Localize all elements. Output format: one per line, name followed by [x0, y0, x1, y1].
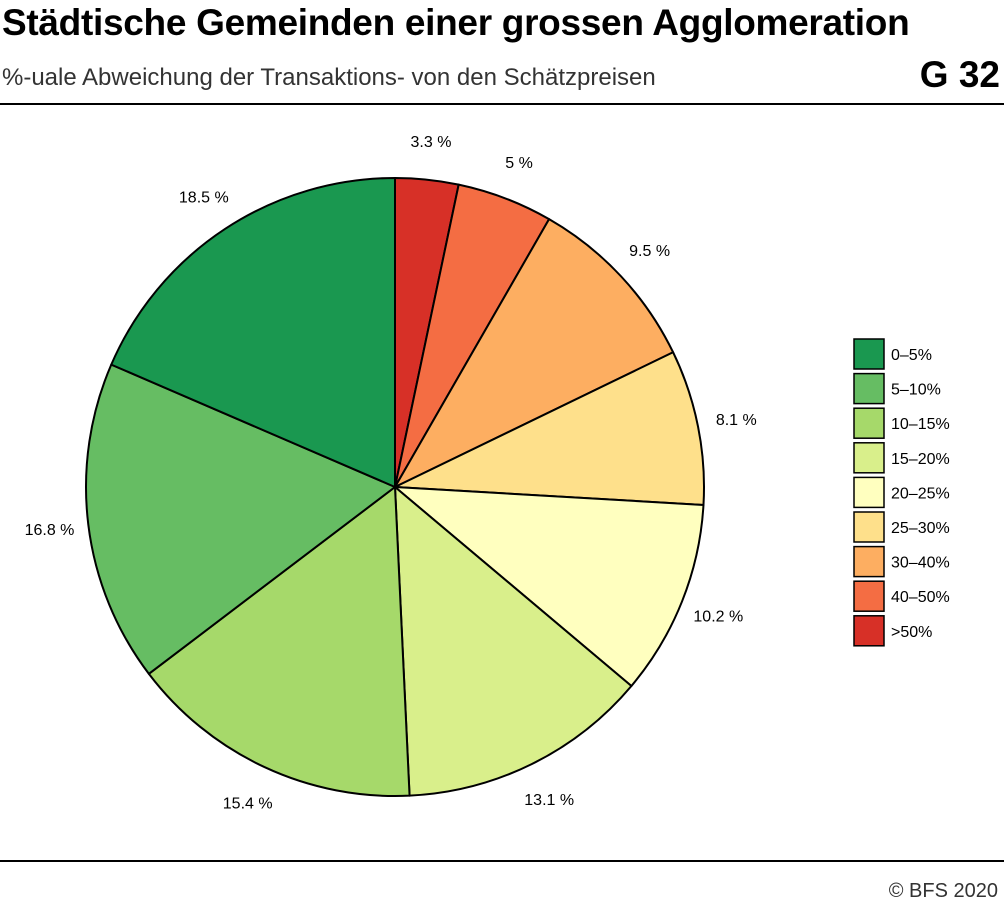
- slice-value-label-8: 18.5 %: [179, 189, 229, 206]
- legend-swatch-0: [853, 338, 885, 370]
- legend-label-0: 0–5%: [891, 347, 932, 364]
- slice-value-label-6: 15.4 %: [223, 795, 273, 812]
- pie-slice-3: [394, 351, 705, 506]
- slice-value-label-5: 13.1 %: [524, 792, 574, 809]
- legend-swatch-6: [853, 545, 885, 578]
- chart-id: G 32: [919, 54, 1000, 95]
- legend-swatch-7: [853, 580, 885, 612]
- slice-value-label-3: 8.1 %: [716, 412, 757, 429]
- pie-slice-5: [394, 486, 633, 797]
- slice-value-label-0: 3.3 %: [411, 134, 452, 151]
- legend-swatch-5: [853, 511, 885, 543]
- pie-slice-4: [394, 486, 705, 687]
- legend: 0–5% 5–10% 10–15% 15–20% 20–25% 25–30% 30–40% 4…: [853, 338, 950, 647]
- legend-swatch-4: [853, 476, 885, 509]
- legend-label-3: 15–20%: [891, 451, 950, 468]
- slice-value-label-1: 5 %: [505, 155, 533, 172]
- pie-slice-7: [85, 363, 396, 675]
- legend-label-2: 10–15%: [891, 416, 950, 433]
- chart-title: Städtische Gemeinden einer grossen Agglo…: [2, 2, 910, 43]
- legend-label-7: 40–50%: [891, 589, 950, 606]
- source-credit: © BFS 2020: [888, 880, 998, 902]
- legend-label-1: 5–10%: [891, 382, 941, 399]
- slice-value-label-7: 16.8 %: [25, 522, 75, 539]
- legend-label-8: >50%: [891, 624, 932, 641]
- header-divider: [0, 103, 1004, 105]
- slice-value-label-4: 10.2 %: [693, 609, 743, 626]
- pie-slice-2: [394, 218, 675, 488]
- legend-swatch-8: [853, 615, 885, 647]
- legend-swatch-1: [853, 372, 885, 405]
- legend-swatch-3: [853, 442, 885, 474]
- pie-slice-labels: 3.3 % 5 % 9.5 % 8.1 % 10.2 % 13.1 % 15.4 % 16.8…: [25, 134, 757, 812]
- legend-label-5: 25–30%: [891, 520, 950, 537]
- legend-swatch-2: [853, 407, 885, 439]
- pie-slices: [85, 177, 705, 798]
- chart-subtitle: %-uale Abweichung der Transaktions- von …: [2, 64, 656, 91]
- slice-value-label-2: 9.5 %: [629, 243, 670, 260]
- pie-slice-8: [110, 177, 396, 488]
- legend-label-4: 20–25%: [891, 485, 950, 502]
- footer-divider: [0, 860, 1004, 862]
- pie-slice-6: [147, 486, 411, 798]
- legend-label-6: 30–40%: [891, 555, 950, 572]
